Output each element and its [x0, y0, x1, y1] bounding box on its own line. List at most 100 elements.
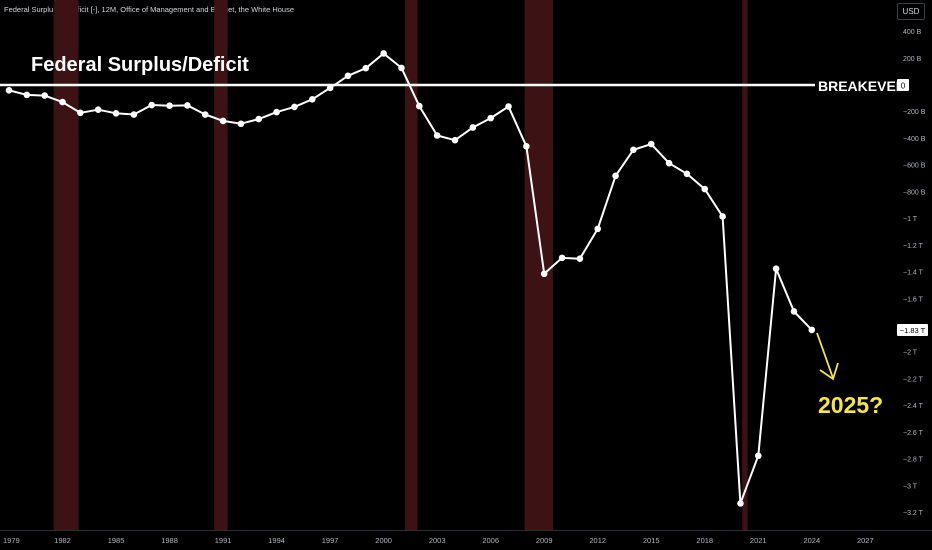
y-tick-label: −2.4 T [903, 403, 924, 410]
data-point [523, 143, 530, 150]
breakeven-badge-label: 0 [901, 82, 906, 91]
data-point [273, 108, 280, 116]
recession-band [524, 0, 554, 530]
y-tick-label: −1.4 T [903, 270, 924, 277]
data-point [308, 95, 316, 103]
data-point [59, 98, 66, 106]
data-point [166, 102, 173, 110]
data-point [612, 172, 619, 180]
data-point [291, 103, 298, 111]
x-tick-label: 2000 [375, 536, 392, 545]
series-points [5, 50, 816, 507]
y-tick-label: −1.2 T [903, 243, 924, 250]
chart-source-label: Federal Surplus or Deficit [-], 12M, Off… [4, 5, 295, 14]
x-tick-label: 2012 [589, 536, 606, 545]
y-tick-label: −1.6 T [903, 296, 924, 303]
x-tick-label: 2015 [643, 536, 660, 545]
last-value-label: −1.83 T [900, 326, 926, 335]
data-point [237, 120, 245, 128]
currency-button[interactable]: USD [897, 3, 925, 20]
y-axis: 400 B 200 B −200 B −400 B −600 B −800 B −1 T −1… [903, 29, 926, 517]
data-point [219, 117, 227, 125]
data-point [594, 225, 602, 233]
data-point [255, 115, 263, 123]
x-tick-label: 2006 [482, 536, 499, 545]
series-polyline [8, 52, 813, 505]
y-tick-label: −800 B [903, 189, 926, 196]
data-point [77, 109, 84, 117]
data-point [665, 159, 673, 167]
data-point [808, 326, 816, 334]
y-tick-label: −2.8 T [903, 457, 924, 464]
data-point [148, 101, 156, 109]
y-tick-label: −200 B [903, 109, 926, 116]
y-tick-label: −2 T [903, 350, 918, 357]
data-point [416, 102, 423, 110]
projection-arrow-head [819, 362, 839, 381]
y-tick-label: −400 B [903, 136, 926, 143]
x-tick-label: 1982 [54, 536, 71, 545]
data-point [5, 87, 13, 94]
data-point [469, 124, 477, 131]
recession-band [405, 0, 418, 530]
projection-annotation: 2025? [818, 392, 883, 418]
projection-arrow-shaft [816, 332, 834, 379]
data-point [701, 185, 709, 193]
x-tick-label: 1979 [3, 536, 20, 545]
x-tick-label: 1985 [108, 536, 125, 545]
data-point [683, 170, 691, 178]
data-point [94, 106, 102, 114]
data-point [772, 265, 780, 273]
data-point [433, 132, 441, 139]
x-tick-label: 2003 [429, 536, 446, 545]
y-tick-label: 400 B [903, 29, 922, 36]
x-axis: 1979 1982 1985 1988 1991 1994 1997 2000 2003 2006… [0, 530, 932, 545]
y-tick-label: 200 B [903, 56, 922, 63]
last-value-badge [897, 324, 928, 336]
chart-title: Federal Surplus/Deficit [31, 54, 249, 76]
breakeven-badge [897, 79, 909, 91]
data-point [576, 255, 584, 262]
data-point [326, 84, 334, 92]
x-tick-label: 2009 [536, 536, 553, 545]
y-tick-label: −2.2 T [903, 376, 924, 383]
data-point [41, 92, 48, 99]
x-tick-label: 2021 [750, 536, 767, 545]
data-point [719, 213, 726, 220]
data-point [630, 146, 637, 154]
x-tick-label: 2027 [857, 536, 874, 545]
data-point [23, 91, 31, 99]
recession-band [53, 0, 79, 530]
x-tick-label: 1994 [268, 536, 285, 545]
data-point [398, 64, 405, 72]
data-point [344, 72, 352, 80]
data-point [380, 50, 387, 57]
x-tick-label: 2024 [803, 536, 820, 545]
data-point [647, 140, 655, 148]
x-tick-label: 1991 [215, 536, 232, 545]
data-point [201, 111, 209, 118]
breakeven-label: BREAKEVEN [818, 78, 906, 94]
data-point [754, 452, 762, 460]
data-point [130, 111, 138, 118]
y-tick-label: −3.2 T [903, 510, 924, 517]
data-point [451, 136, 459, 144]
recession-bands [53, 0, 748, 530]
data-point [487, 114, 494, 122]
data-point [558, 254, 566, 262]
x-tick-label: 1997 [322, 536, 339, 545]
data-point [540, 270, 548, 278]
data-point [112, 110, 120, 117]
series-line [8, 52, 813, 505]
y-tick-label: −600 B [903, 163, 926, 170]
data-point [184, 102, 191, 109]
y-tick-label: −1 T [903, 216, 918, 223]
data-point [737, 500, 744, 507]
y-tick-label: −2.6 T [903, 430, 924, 437]
y-tick-label: −3 T [903, 483, 918, 490]
x-tick-label: 1988 [161, 536, 178, 545]
recession-band [742, 0, 748, 530]
data-point [790, 308, 798, 315]
data-point [505, 103, 512, 110]
